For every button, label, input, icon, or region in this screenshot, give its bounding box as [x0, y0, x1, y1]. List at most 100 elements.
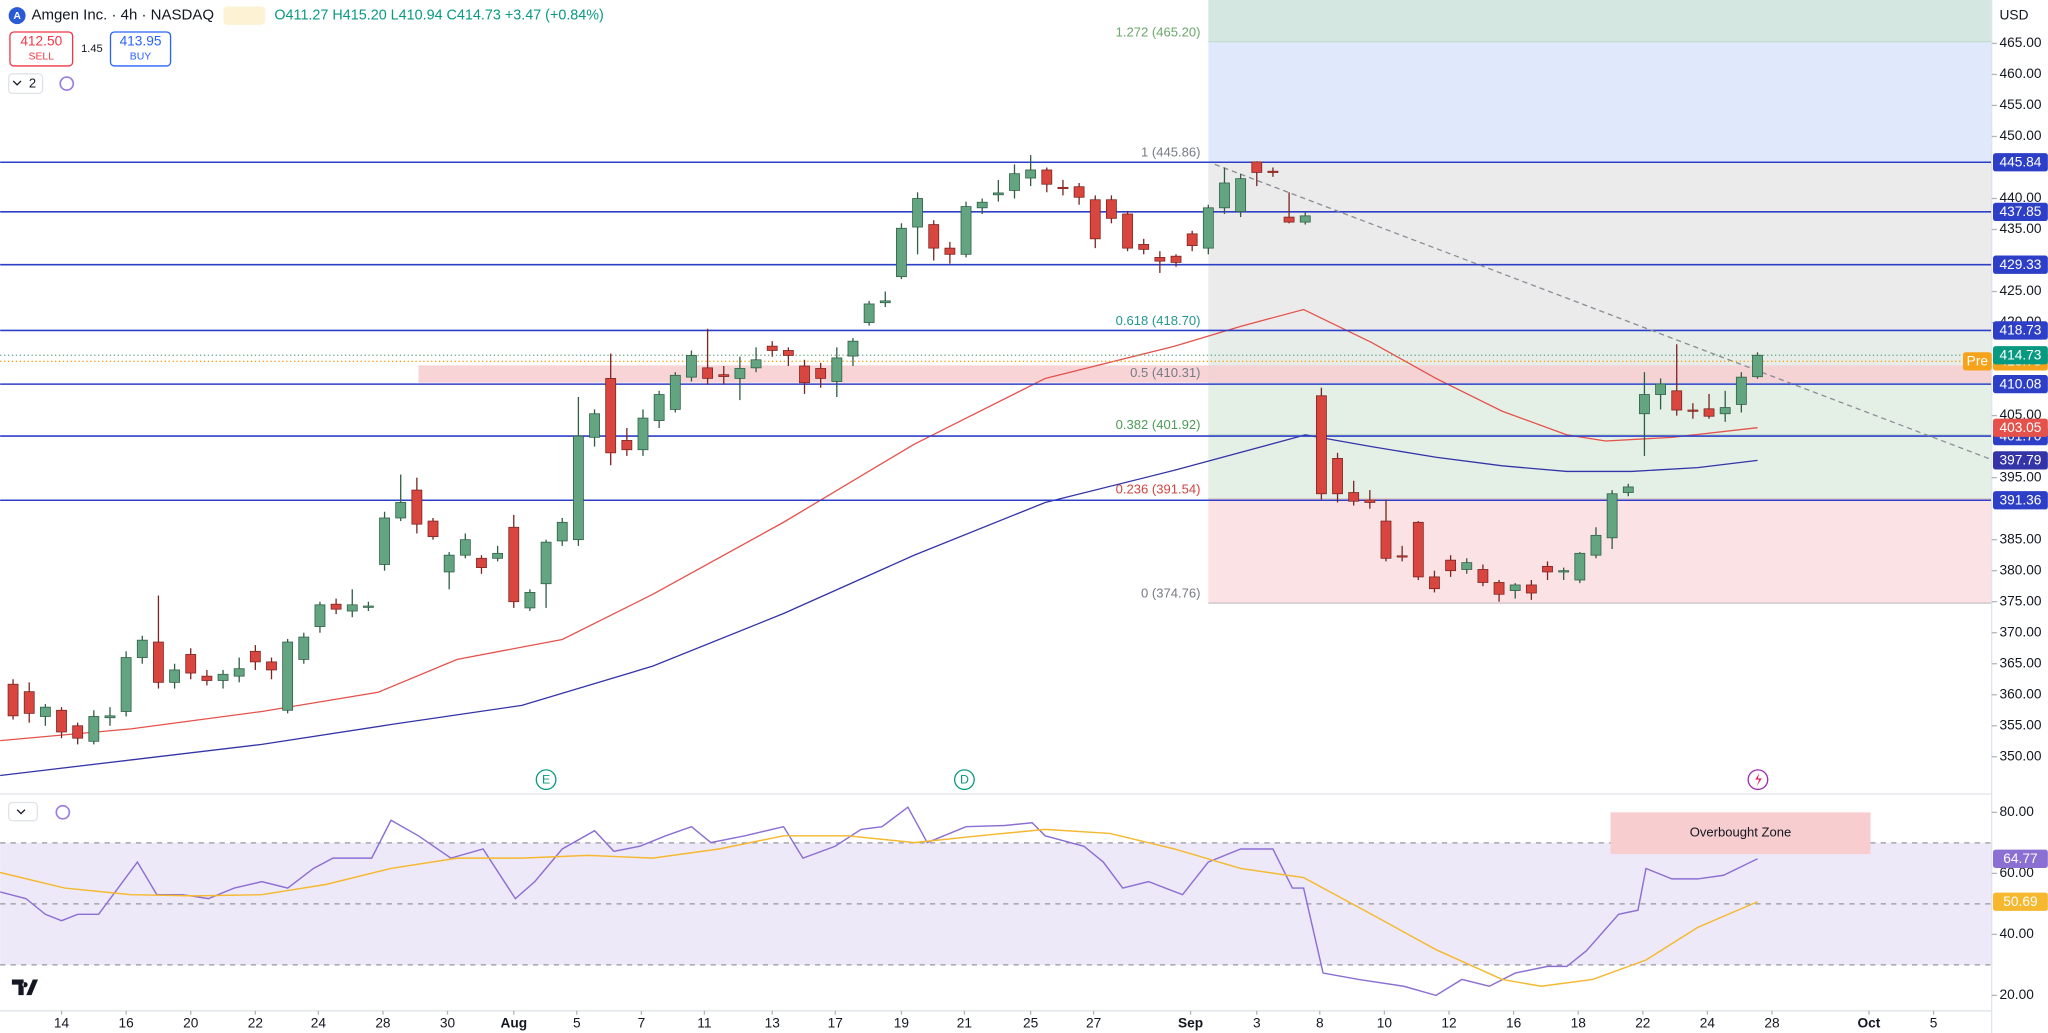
level-badge-text: 418.73 [1999, 323, 2041, 338]
candle-body [476, 557, 487, 568]
x-tick-label: 16 [1506, 1015, 1522, 1030]
x-tick-label: 11 [697, 1015, 711, 1030]
icon-badges[interactable] [223, 6, 266, 25]
candle-body [1041, 169, 1053, 185]
x-tick-label: Aug [500, 1015, 527, 1030]
candle-body [411, 489, 423, 525]
annotation-box [1610, 812, 1871, 855]
rsi-line [0, 806, 1758, 997]
level-badge-text: 391.36 [1999, 493, 2041, 508]
candle-body [1299, 215, 1311, 223]
y-tick-label: 450.00 [2000, 128, 2042, 143]
candle-body [1542, 565, 1553, 573]
moving-average [0, 434, 1758, 777]
x-tick-label: 7 [638, 1015, 646, 1030]
y-tick-label: 365.00 [2000, 655, 2042, 670]
candle-body [459, 539, 471, 556]
candle-body [879, 300, 891, 304]
candle-body [1703, 408, 1715, 417]
level-badge-text: 429.33 [1999, 257, 2041, 272]
candle-body [1558, 570, 1570, 573]
y-tick-label: 60.00 [2000, 865, 2035, 880]
candle-body [686, 355, 697, 378]
candle-body [1493, 582, 1505, 595]
candle-body [1219, 182, 1230, 209]
candle-body [750, 359, 762, 369]
event-marker [535, 769, 557, 791]
buy-button[interactable] [109, 31, 172, 67]
y-tick-label: 380.00 [2000, 562, 2042, 577]
candle-body [23, 691, 35, 714]
candle-body [39, 706, 51, 717]
candle-body [1509, 584, 1521, 591]
candle-body [1106, 199, 1117, 219]
y-tick-label: 375.00 [2000, 593, 2042, 608]
candle-body [1348, 492, 1360, 502]
rsi-badge [1993, 892, 2048, 911]
candle-body [1429, 576, 1440, 590]
candle-body [1332, 458, 1343, 495]
candle-body [330, 603, 342, 610]
x-tick-label: 30 [440, 1015, 456, 1030]
candle-body [427, 520, 439, 537]
y-tick-label: 465.00 [2000, 35, 2042, 50]
level-badge [1993, 374, 2048, 394]
sell-button[interactable] [9, 31, 74, 67]
candle-body [153, 641, 164, 683]
candle-body [1412, 521, 1424, 578]
brand-logo [11, 979, 39, 996]
candle-body [734, 368, 746, 379]
candle-body [1364, 499, 1376, 503]
y-tick-label: 385.00 [2000, 531, 2042, 546]
candle-body [815, 368, 827, 379]
currency: USD [2000, 7, 2029, 22]
candle-body [136, 639, 148, 658]
symbol-title: Amgen Inc. · 4h · NASDAQ [31, 7, 214, 24]
fib-zone [1208, 0, 1992, 43]
indicator-toggle[interactable] [7, 73, 44, 95]
candle-body [1025, 169, 1037, 179]
ohlc-text: O411.27 H415.20 L410.94 C414.73 +3.47 (+… [274, 7, 603, 23]
fib-label: 1.272 (465.20) [1116, 24, 1201, 39]
candle-body [1202, 207, 1214, 249]
level-badge-text: 437.85 [1999, 204, 2041, 219]
candle-body [7, 683, 19, 717]
y-tick-label: 360.00 [2000, 686, 2042, 701]
candle-body [201, 675, 213, 681]
candle-body [217, 673, 229, 681]
x-tick-label: Sep [1178, 1015, 1203, 1030]
candle-body [1009, 173, 1020, 191]
sell-label: SELL [29, 52, 55, 63]
candle-body [72, 725, 84, 739]
candle-body [1622, 486, 1634, 493]
x-tick-label: 3 [1253, 1015, 1261, 1030]
candle-body [1186, 233, 1198, 247]
candle-body [928, 224, 940, 249]
candle-body [653, 394, 665, 421]
x-tick-label: 24 [1700, 1015, 1716, 1030]
candle-body [1590, 534, 1602, 556]
overlay-layer: A Amgen Inc. · 4h · NASDAQ O411.27 H415.… [7, 6, 2029, 996]
x-tick-label: 22 [1635, 1015, 1650, 1030]
event-label: E [542, 773, 550, 787]
y-tick-label: 20.00 [2000, 987, 2035, 1002]
candle-body [1752, 354, 1763, 378]
indicator-count: 2 [29, 76, 36, 91]
loading-icon [55, 804, 71, 820]
fib-label: 0.236 (391.54) [1116, 481, 1201, 496]
x-tick-label: 28 [1764, 1015, 1780, 1030]
x-tick-label: 25 [1023, 1015, 1039, 1030]
x-tick-label: 20 [183, 1015, 199, 1030]
candle-body [718, 374, 730, 377]
trend-line [1214, 163, 1992, 461]
buy-price: 413.95 [120, 33, 162, 48]
background-layer [0, 0, 1992, 966]
x-tick-label: 5 [1930, 1015, 1938, 1030]
level-badge [1993, 255, 2048, 274]
premarket-tag-text: Pre [1967, 354, 1989, 369]
candle-body [524, 592, 536, 609]
candle-body [56, 709, 67, 733]
ma-badge [1993, 418, 2048, 437]
